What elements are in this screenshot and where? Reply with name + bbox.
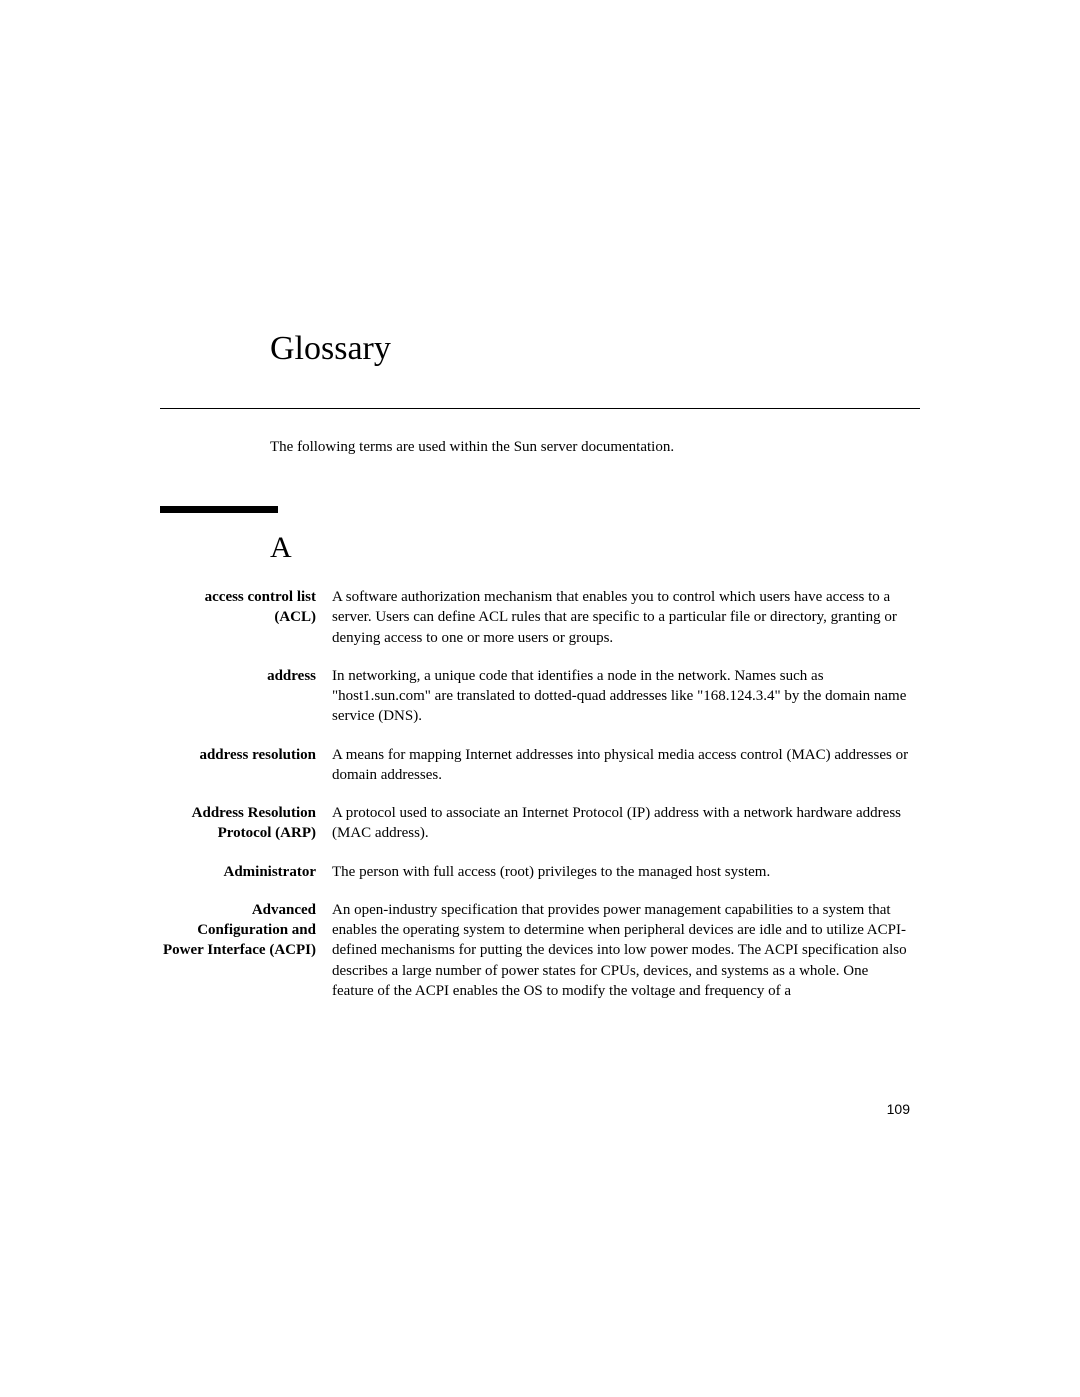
glossary-term: Administrator <box>160 862 332 882</box>
glossary-definition: A protocol used to associate an Internet… <box>332 803 910 844</box>
glossary-entry: Administrator The person with full acces… <box>160 862 910 882</box>
page-number: 109 <box>887 1101 910 1117</box>
glossary-term: address <box>160 666 332 686</box>
glossary-entry: address resolution A means for mapping I… <box>160 745 910 786</box>
glossary-term: Address Resolution Protocol (ARP) <box>160 803 332 844</box>
section-letter: A <box>270 531 1080 565</box>
glossary-definition: A software authorization mechanism that … <box>332 587 910 648</box>
glossary-definition: The person with full access (root) privi… <box>332 862 910 882</box>
glossary-entry: Address Resolution Protocol (ARP) A prot… <box>160 803 910 844</box>
entries-list: access control list (ACL) A software aut… <box>160 587 910 1001</box>
title-rule <box>160 408 920 409</box>
glossary-definition: An open-industry specification that prov… <box>332 900 910 1001</box>
section-bar <box>160 506 278 513</box>
glossary-entry: access control list (ACL) A software aut… <box>160 587 910 648</box>
intro-text: The following terms are used within the … <box>270 439 1080 456</box>
glossary-definition: In networking, a unique code that identi… <box>332 666 910 727</box>
glossary-entry: Advanced Configuration and Power Interfa… <box>160 900 910 1001</box>
glossary-term: address resolution <box>160 745 332 765</box>
glossary-title: Glossary <box>270 330 1080 368</box>
page: Glossary The following terms are used wi… <box>0 0 1080 1397</box>
glossary-term: access control list (ACL) <box>160 587 332 628</box>
glossary-entry: address In networking, a unique code tha… <box>160 666 910 727</box>
glossary-definition: A means for mapping Internet addresses i… <box>332 745 910 786</box>
glossary-term: Advanced Configuration and Power Interfa… <box>160 900 332 961</box>
